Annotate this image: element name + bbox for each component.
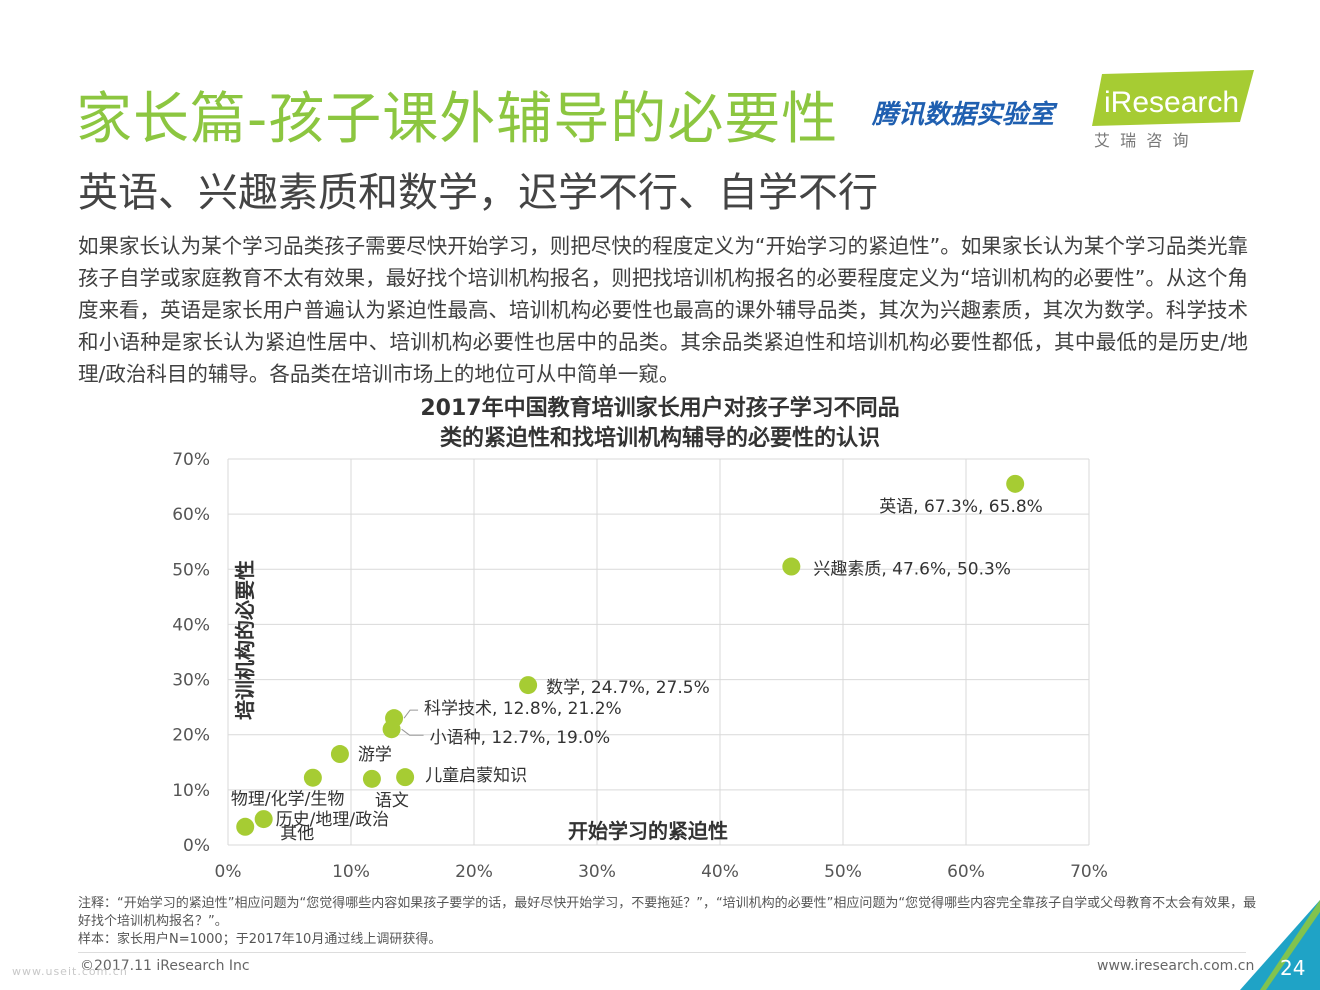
chart-grid — [227, 458, 1090, 846]
chart-ticks: 0% 10% 20% 30% 40% 50% 60% 70% 0% 10% 20% 30% 40% 50%… — [172, 450, 1108, 882]
y-tick-label: 10% — [172, 781, 210, 801]
y-tick-label: 50% — [172, 560, 210, 580]
x-tick-label: 0% — [215, 862, 242, 882]
page-number: 24 — [1280, 956, 1306, 980]
data-label: 数学, 24.7%, 27.5% — [546, 678, 710, 698]
data-label: 历史/地理/政治 — [276, 810, 389, 830]
y-tick-label: 30% — [172, 671, 210, 691]
x-tick-label: 70% — [1070, 862, 1108, 882]
data-label: 英语, 67.3%, 65.8% — [879, 497, 1043, 517]
data-label: 小语种, 12.7%, 19.0% — [430, 728, 611, 748]
data-point — [782, 557, 801, 576]
page-title: 家长篇-孩子课外辅导的必要性 — [76, 87, 839, 152]
chart-title-line2: 类的紧迫性和找培训机构辅导的必要性的认识 — [439, 426, 880, 451]
chart-note: 注释：“开始学习的紧迫性”相应问题为“您觉得哪些内容如果孩子要学的话，最好尽快开… — [78, 895, 1258, 949]
watermark: www.useit.com.cn — [12, 965, 128, 978]
chart-data-labels: 英语, 67.3%, 65.8% 兴趣素质, 47.6%, 50.3% 数学, 24… — [231, 497, 1043, 844]
x-tick-label: 10% — [332, 862, 370, 882]
data-point — [236, 817, 255, 836]
data-point — [254, 810, 273, 829]
y-tick-label: 40% — [172, 615, 210, 635]
data-point — [396, 768, 415, 787]
x-tick-label: 40% — [701, 862, 739, 882]
y-tick-label: 60% — [172, 505, 210, 525]
y-axis-label: 培训机构的必要性 — [233, 560, 257, 720]
body-paragraph: 如果家长认为某个学习品类孩子需要尽快开始学习，则把尽快的程度定义为“开始学习的紧… — [78, 234, 1248, 386]
chart-title-line1: 2017年中国教育培训家长用户对孩子学习不同品 — [420, 396, 900, 421]
data-point — [330, 745, 349, 764]
x-tick-label: 20% — [455, 862, 493, 882]
website-link[interactable]: www.iresearch.com.cn — [1097, 958, 1255, 974]
x-axis-label: 开始学习的紧迫性 — [568, 819, 728, 843]
y-tick-label: 0% — [183, 836, 210, 856]
corner-decoration — [1240, 900, 1320, 990]
x-tick-label: 50% — [824, 862, 862, 882]
data-label: 兴趣素质, 47.6%, 50.3% — [813, 560, 1011, 580]
data-label: 科学技术, 12.8%, 21.2% — [424, 699, 622, 719]
data-point — [303, 768, 322, 787]
data-point — [519, 676, 538, 695]
data-label: 其他 — [280, 824, 314, 844]
data-label: 游学 — [358, 745, 392, 765]
footer-divider — [78, 952, 1246, 953]
x-tick-label: 60% — [947, 862, 985, 882]
copyright: ©2017.11 iResearch Inc — [80, 958, 250, 974]
logo-subtext: 艾 瑞 咨 询 — [1094, 131, 1189, 150]
data-point — [362, 769, 381, 788]
note-line-2: 样本：家长用户N=1000；于2017年10月通过线上调研获得。 — [78, 932, 442, 947]
data-label: 语文 — [375, 791, 409, 811]
data-point — [1006, 474, 1025, 493]
leader-line — [401, 728, 424, 736]
leader-line — [403, 709, 419, 719]
note-line-1: 注释：“开始学习的紧迫性”相应问题为“您觉得哪些内容如果孩子要学的话，最好尽快开… — [78, 896, 1257, 929]
data-point — [382, 720, 401, 739]
page-subtitle: 英语、兴趣素质和数学，迟学不行、自学不行 — [78, 170, 878, 216]
partner-name: 腾讯数据实验室 — [872, 100, 1055, 130]
chart-title: 2017年中国教育培训家长用户对孩子学习不同品 类的紧迫性和找培训机构辅导的必要… — [300, 394, 1020, 454]
data-label: 物理/化学/生物 — [231, 790, 344, 810]
logo-text: iResearch — [1104, 86, 1239, 119]
iresearch-logo: iResearch 艾 瑞 咨 询 — [1092, 70, 1254, 150]
x-tick-label: 30% — [578, 862, 616, 882]
data-label: 儿童启蒙知识 — [425, 766, 527, 786]
y-tick-label: 70% — [172, 450, 210, 470]
y-tick-label: 20% — [172, 726, 210, 746]
chart-points — [236, 474, 1025, 836]
